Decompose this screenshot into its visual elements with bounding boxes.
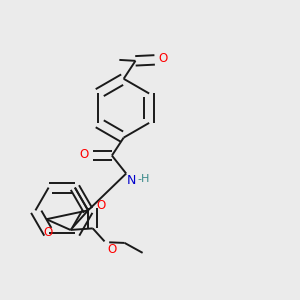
Text: -H: -H bbox=[137, 175, 149, 184]
Text: O: O bbox=[44, 226, 52, 239]
Text: O: O bbox=[158, 52, 168, 65]
Text: O: O bbox=[80, 148, 89, 161]
Text: O: O bbox=[107, 243, 116, 256]
Text: O: O bbox=[97, 199, 106, 212]
Text: N: N bbox=[127, 175, 136, 188]
